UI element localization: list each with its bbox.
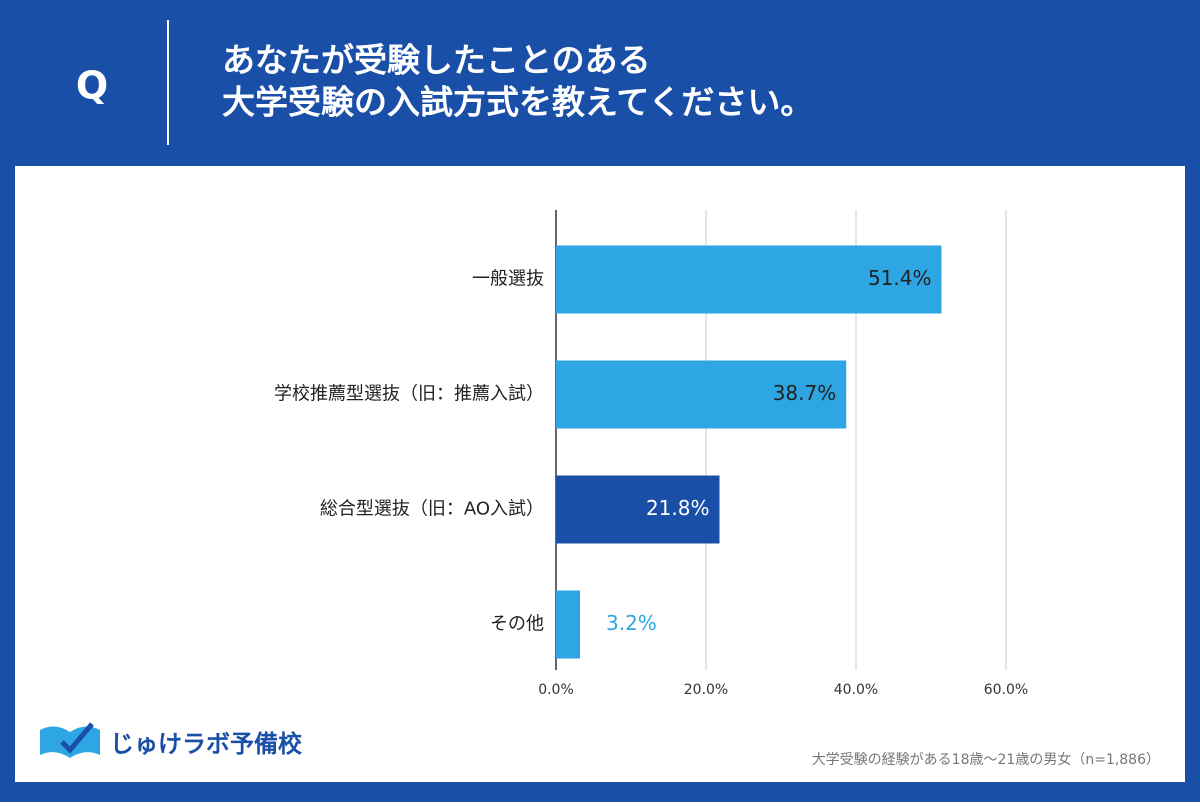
value-label: 3.2% [606, 611, 657, 635]
value-label: 21.8% [646, 496, 710, 520]
title-line: 大学受験の入試方式を教えてください。 [222, 83, 813, 122]
value-label: 51.4% [868, 266, 932, 290]
x-tick-label: 60.0% [984, 682, 1028, 698]
bar [556, 245, 942, 314]
logo: じゅけラボ予備校 [40, 722, 303, 758]
chart: 0.0% 20.0% 40.0% 60.0% 一般選抜 51.4% 学校推薦型選抜（旧：推薦… [274, 210, 1028, 698]
y-tick-label: 学校推薦型選抜（旧：推薦入試） [274, 384, 544, 405]
footnote: 大学受験の経験がある18歳～21歳の男女（n=1,886） [812, 751, 1160, 768]
bar [556, 475, 720, 544]
title-line: あなたが受験したことのある [222, 41, 651, 80]
y-tick-label: 総合型選抜（旧：AO入試） [320, 499, 544, 520]
y-tick-label: その他 [490, 614, 544, 635]
y-tick-label: 一般選抜 [472, 269, 544, 290]
x-tick-label: 40.0% [834, 682, 878, 698]
logo-text: じゅけラボ予備校 [110, 730, 303, 758]
x-tick-label: 20.0% [684, 682, 728, 698]
value-label: 38.7% [773, 381, 837, 405]
bar [556, 360, 847, 429]
logo-check [60, 722, 94, 754]
q-mark: Q [76, 64, 108, 108]
bar [556, 590, 580, 659]
x-tick-label: 0.0% [538, 682, 574, 698]
